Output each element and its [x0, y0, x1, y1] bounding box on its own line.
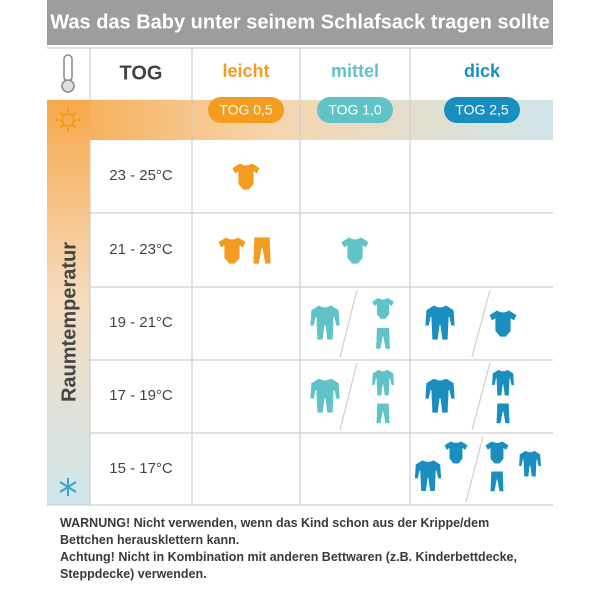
sleeper-icon — [518, 450, 542, 478]
column-name: leicht — [222, 61, 269, 81]
temperature: 21 - 23°C — [109, 241, 173, 258]
sun-icon — [56, 108, 80, 132]
warning-line: Bettchen herausklettern kann. — [60, 533, 240, 547]
tog-pill-label: TOG 1,0 — [328, 102, 382, 118]
warning-line: Achtung! Nicht in Kombination mit andere… — [60, 550, 517, 564]
temp-band — [47, 100, 90, 505]
tog-pill — [317, 97, 393, 123]
body-icon — [231, 162, 261, 191]
warning-line: WARNUNG! Nicht verwenden, wenn das Kind … — [60, 516, 490, 530]
sleeper-icon — [424, 304, 456, 341]
sleeper-icon — [309, 377, 341, 414]
divider — [471, 362, 491, 431]
snow-icon — [59, 478, 77, 496]
body-icon — [371, 297, 395, 320]
title: Was das Baby unter seinem Schlafsack tra… — [50, 11, 549, 33]
tog-pill — [208, 97, 284, 123]
pants-icon — [489, 470, 505, 492]
temperature: 15 - 17°C — [109, 460, 173, 477]
tog-pill — [444, 97, 520, 123]
temperature: 19 - 21°C — [109, 314, 173, 331]
body-icon — [217, 236, 247, 265]
temperature: 17 - 19°C — [109, 387, 173, 404]
body-icon — [488, 309, 518, 338]
body-icon — [443, 440, 469, 465]
pants-icon — [252, 236, 272, 265]
sleeper-icon — [414, 459, 442, 492]
title-bar — [47, 0, 553, 45]
tog-pill-label: TOG 0,5 — [219, 102, 273, 118]
column-name: dick — [464, 61, 501, 81]
sleeper-icon — [424, 377, 456, 414]
column-name: mittel — [331, 61, 379, 81]
table-graphic: Was das Baby unter seinem Schlafsack tra… — [47, 0, 553, 506]
thermometer-icon — [61, 54, 75, 93]
divider — [339, 362, 358, 431]
divider — [471, 289, 491, 358]
tog-pill-label: TOG 2,5 — [455, 102, 509, 118]
pants-icon — [375, 402, 391, 424]
grid — [47, 47, 553, 506]
side-label: Raumtemperatur — [58, 242, 80, 402]
sleeper-icon — [309, 304, 341, 341]
body-icon — [340, 236, 370, 265]
sleeper-icon — [371, 369, 395, 397]
tog-header: TOG — [120, 62, 163, 84]
warning-line: Steppdecke) verwenden. — [60, 567, 207, 581]
sleeper-icon — [491, 369, 515, 397]
divider — [465, 435, 484, 503]
pants-icon — [495, 402, 511, 424]
pants-icon — [375, 327, 391, 350]
warning: WARNUNG! Nicht verwenden, wenn das Kind … — [60, 515, 580, 583]
divider — [339, 289, 358, 358]
temperature: 23 - 25°C — [109, 167, 173, 184]
body-icon — [484, 440, 510, 465]
